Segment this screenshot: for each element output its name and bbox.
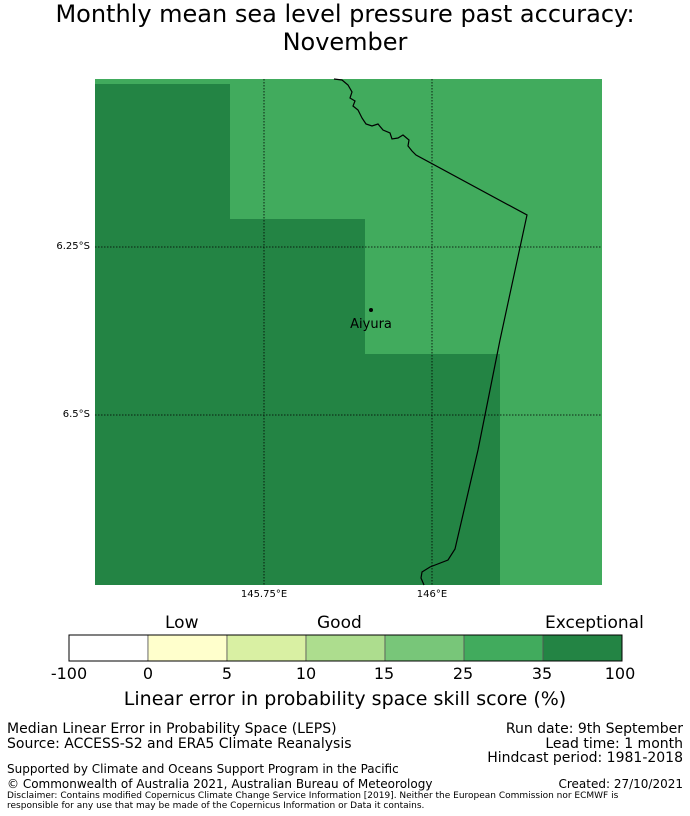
lat-label-6-5: 6.5°S: [62, 409, 90, 420]
colorbar-tick: 10: [295, 664, 317, 683]
colorbar-segment: [147, 634, 228, 662]
footer-source: Source: ACCESS-S2 and ERA5 Climate Reana…: [7, 736, 352, 752]
colorbar-tick: 0: [142, 664, 154, 683]
colorbar-label: Linear error in probability space skill …: [123, 688, 567, 710]
colorbar-segment: [305, 634, 386, 662]
aiyura-label: Aiyura: [350, 317, 392, 332]
footer-hindcast-period: Hindcast period: 1981-2018: [487, 750, 683, 766]
colorbar-tick: 5: [221, 664, 233, 683]
province-boundary: [333, 78, 528, 586]
colorbar-segment: [226, 634, 307, 662]
colorbar: [68, 634, 623, 662]
footer-support: Supported by Climate and Oceans Support …: [7, 762, 399, 776]
footer-method: Median Linear Error in Probability Space…: [7, 721, 337, 737]
skill-cell-exceptional-south: [95, 354, 500, 585]
colorbar-category-good: Good: [317, 613, 362, 633]
map-title-line1: Monthly mean sea level pressure past acc…: [55, 0, 635, 28]
colorbar-category-low: Low: [165, 613, 199, 633]
colorbar-tick: 25: [452, 664, 474, 683]
colorbar-segment: [68, 634, 149, 662]
footer-disclaimer: Disclaimer: Contains modified Copernicus…: [7, 791, 619, 811]
aiyura-marker: [369, 308, 373, 312]
lon-label-146: 146°E: [416, 589, 448, 600]
colorbar-tick: 100: [604, 664, 636, 683]
skill-cell-exceptional-west: [95, 219, 365, 354]
footer-lead-time: Lead time: 1 month: [545, 736, 683, 752]
skill-cell-exceptional-west-top: [95, 84, 230, 219]
footer-created: Created: 27/10/2021: [558, 777, 683, 791]
colorbar-segment: [463, 634, 544, 662]
colorbar-tick: 35: [531, 664, 553, 683]
lon-label-145-75: 145.75°E: [240, 589, 288, 600]
colorbar-tick: -100: [50, 664, 88, 683]
colorbar-tick: 15: [373, 664, 395, 683]
colorbar-border: [68, 634, 623, 662]
colorbar-segment: [384, 634, 465, 662]
lat-label-6-25: 6.25°S: [56, 241, 90, 252]
footer-run-date: Run date: 9th September: [505, 721, 683, 737]
footer-copyright: © Commonwealth of Australia 2021, Austra…: [7, 777, 433, 791]
map-title-line2: November: [282, 28, 408, 56]
colorbar-category-exceptional: Exceptional: [545, 613, 644, 633]
colorbar-segment: [542, 634, 623, 662]
map-figure: Aiyura: [95, 78, 602, 586]
